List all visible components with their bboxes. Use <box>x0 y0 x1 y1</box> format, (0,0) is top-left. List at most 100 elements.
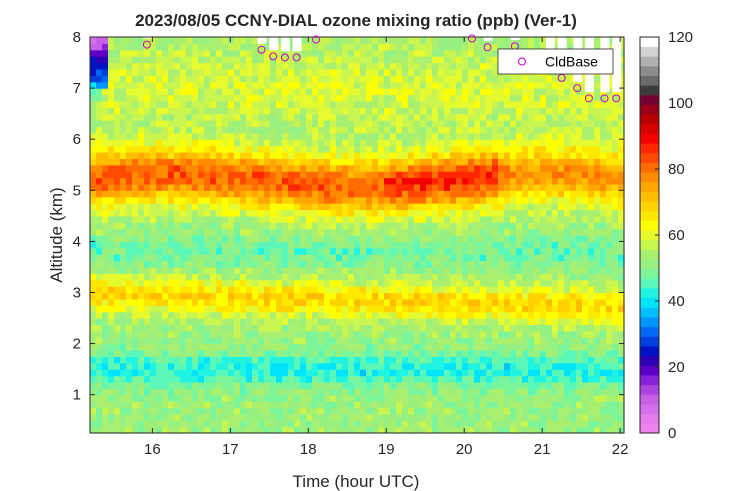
heatmap-cell <box>168 68 175 76</box>
heatmap-cell <box>96 420 103 428</box>
heatmap-cell <box>546 215 553 223</box>
heatmap-cell <box>300 241 307 249</box>
heatmap-cell <box>324 318 331 326</box>
heatmap-cell <box>534 145 541 153</box>
heatmap-cell <box>324 209 331 217</box>
heatmap-cell <box>312 394 319 402</box>
heatmap-cell <box>378 305 385 313</box>
heatmap-cell <box>354 196 361 204</box>
heatmap-cell <box>204 401 211 409</box>
heatmap-cell <box>474 222 481 230</box>
heatmap-cell <box>90 349 97 357</box>
heatmap-cell <box>372 318 379 326</box>
heatmap-cell <box>450 151 457 159</box>
heatmap-cell <box>126 183 133 191</box>
heatmap-cell <box>108 369 115 377</box>
heatmap-cell <box>174 375 181 383</box>
heatmap-cell <box>462 49 469 57</box>
heatmap-cell <box>360 407 367 415</box>
heatmap-cell <box>264 228 271 236</box>
heatmap-cell <box>522 394 529 402</box>
heatmap-cell <box>360 343 367 351</box>
heatmap-cell <box>132 151 139 159</box>
heatmap-cell <box>354 75 361 83</box>
heatmap-cell <box>462 401 469 409</box>
heatmap-cell <box>348 215 355 223</box>
heatmap-cell <box>552 318 559 326</box>
heatmap-cell <box>438 81 445 89</box>
heatmap-cell <box>480 88 487 96</box>
heatmap-cell <box>318 305 325 313</box>
heatmap-cell <box>108 349 115 357</box>
heatmap-cell <box>438 394 445 402</box>
heatmap-cell <box>474 88 481 96</box>
heatmap-cell <box>264 375 271 383</box>
heatmap-cell <box>318 413 325 421</box>
heatmap-cell <box>168 305 175 313</box>
heatmap-cell <box>396 228 403 236</box>
heatmap-cell <box>504 254 511 262</box>
heatmap-cell <box>252 120 259 128</box>
heatmap-cell <box>534 318 541 326</box>
heatmap-cell <box>282 132 289 140</box>
heatmap-cell <box>354 183 361 191</box>
heatmap-cell <box>336 343 343 351</box>
heatmap-cell <box>396 164 403 172</box>
heatmap-cell <box>546 266 553 274</box>
heatmap-cell <box>564 88 571 96</box>
heatmap-cell <box>300 94 307 102</box>
heatmap-cell <box>264 286 271 294</box>
heatmap-cell <box>348 298 355 306</box>
heatmap-cell <box>156 222 163 230</box>
heatmap-cell <box>522 292 529 300</box>
heatmap-cell <box>150 279 157 287</box>
heatmap-cell <box>534 151 541 159</box>
heatmap-cell <box>282 369 289 377</box>
heatmap-cell <box>162 401 169 409</box>
heatmap-cell <box>444 139 451 147</box>
heatmap-cell <box>222 43 229 51</box>
heatmap-cell <box>330 177 337 185</box>
heatmap-cell <box>480 356 487 364</box>
heatmap-cell <box>492 49 499 57</box>
heatmap-cell <box>534 273 541 281</box>
heatmap-cell <box>102 183 109 191</box>
heatmap-cell <box>450 81 457 89</box>
heatmap-cell <box>546 388 553 396</box>
heatmap-cell <box>306 330 313 338</box>
heatmap-cell <box>564 235 571 242</box>
heatmap-cell <box>510 356 517 364</box>
heatmap-cell <box>294 356 301 364</box>
heatmap-cell <box>126 369 133 377</box>
heatmap-cell <box>456 190 463 198</box>
heatmap-cell <box>162 107 169 115</box>
heatmap-cell <box>198 324 205 332</box>
heatmap-cell <box>138 337 145 345</box>
heatmap-cell <box>264 420 271 428</box>
heatmap-cell <box>438 292 445 300</box>
heatmap-cell <box>354 177 361 185</box>
heatmap-cell <box>516 43 523 51</box>
heatmap-cell <box>108 107 115 115</box>
heatmap-cell <box>330 120 337 128</box>
heatmap-cell <box>108 401 115 409</box>
heatmap-cell <box>324 420 331 428</box>
heatmap-cell <box>138 171 145 179</box>
heatmap-cell <box>498 120 505 128</box>
heatmap-cell <box>372 203 379 211</box>
heatmap-cell <box>246 183 253 191</box>
heatmap-cell <box>450 349 457 357</box>
heatmap-cell <box>306 113 313 121</box>
heatmap-cell <box>444 196 451 204</box>
heatmap-cell <box>90 209 97 217</box>
heatmap-cell <box>210 241 217 249</box>
heatmap-cell <box>444 88 451 96</box>
heatmap-cell <box>222 324 229 332</box>
heatmap-cell <box>108 305 115 313</box>
heatmap-cell <box>540 215 547 223</box>
heatmap-cell <box>486 388 493 396</box>
heatmap-cell <box>324 203 331 211</box>
heatmap-cell <box>468 241 475 249</box>
heatmap-cell <box>180 420 187 428</box>
heatmap-cell <box>540 349 547 357</box>
